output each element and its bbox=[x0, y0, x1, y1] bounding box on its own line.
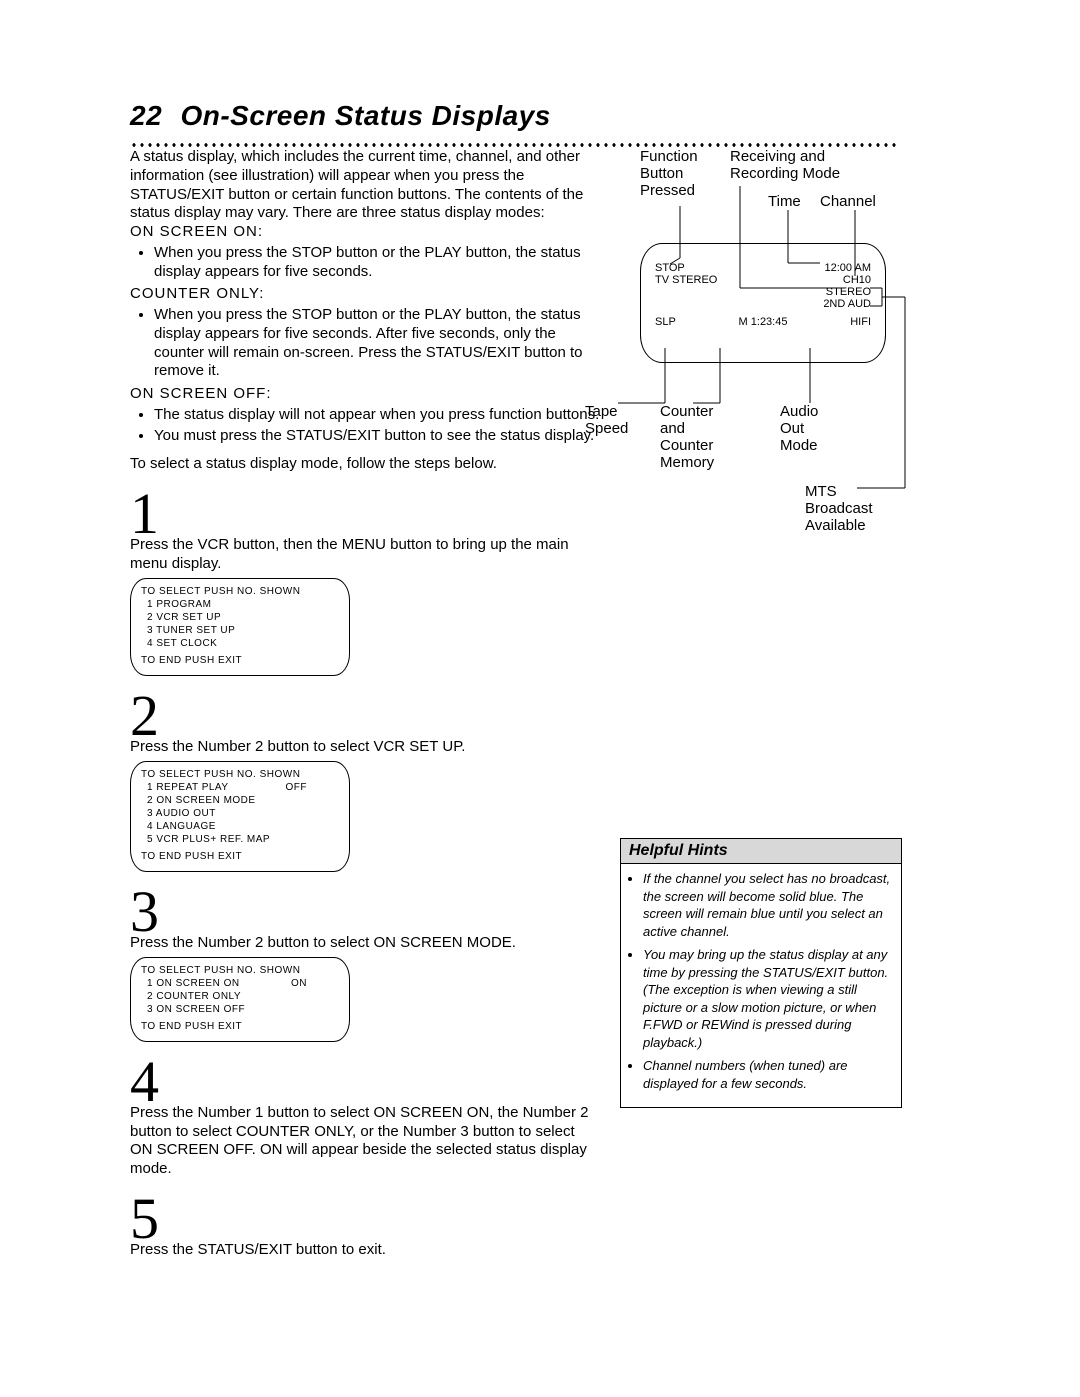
tvbox1-item: 2 VCR SET UP bbox=[147, 611, 341, 624]
tvbox1-end: TO END PUSH EXIT bbox=[141, 654, 341, 667]
mode-label-off: ON SCREEN OFF: bbox=[130, 385, 600, 404]
tvbox3-end: TO END PUSH EXIT bbox=[141, 1020, 341, 1033]
tvbox3-item: 3 ON SCREEN OFF bbox=[147, 1003, 341, 1016]
title-dot-rule bbox=[130, 138, 900, 148]
bullet-item: You must press the STATUS/EXIT button to… bbox=[154, 427, 600, 446]
tvbox3-items: 1 ON SCREEN ON ON 2 COUNTER ONLY 3 ON SCR… bbox=[141, 977, 341, 1016]
body-area: A status display, which includes the cur… bbox=[130, 148, 960, 1260]
tvbox3-item: 1 ON SCREEN ON ON bbox=[147, 977, 307, 990]
tvbox2-item: 4 LANGUAGE bbox=[147, 820, 341, 833]
tvbox2-items: 1 REPEAT PLAY OFF 2 ON SCREEN MODE 3 AUDI… bbox=[141, 781, 341, 846]
mode-on-bullets: When you press the STOP button or the PL… bbox=[130, 244, 600, 282]
left-column: A status display, which includes the cur… bbox=[130, 148, 600, 1260]
diagram-lines bbox=[610, 148, 930, 568]
mode-label-counter: COUNTER ONLY: bbox=[130, 285, 600, 304]
intro-text: A status display, which includes the cur… bbox=[130, 148, 600, 223]
tvbox2-item: 5 VCR PLUS+ REF. MAP bbox=[147, 833, 341, 846]
step-text-4: Press the Number 1 button to select ON S… bbox=[130, 1104, 600, 1179]
tvbox3-header: TO SELECT PUSH NO. SHOWN bbox=[141, 964, 341, 977]
helpful-hints-title: Helpful Hints bbox=[621, 839, 901, 864]
step-number-5: 5 bbox=[130, 1193, 600, 1245]
select-instruction: To select a status display mode, follow … bbox=[130, 455, 600, 474]
page: 22 On-Screen Status Displays A status di… bbox=[0, 0, 1080, 1397]
page-title: On-Screen Status Displays bbox=[180, 100, 550, 131]
hint-item: If the channel you select has no broadca… bbox=[643, 870, 891, 940]
tvbox2-item: 1 REPEAT PLAY OFF bbox=[147, 781, 307, 794]
tvbox2-item-l: 1 REPEAT PLAY bbox=[147, 781, 229, 794]
tvbox2-item-r: OFF bbox=[286, 781, 308, 794]
tvbox1-item: 4 SET CLOCK bbox=[147, 637, 341, 650]
tvbox3-item-r: ON bbox=[291, 977, 307, 990]
tvbox1-item: 1 PROGRAM bbox=[147, 598, 341, 611]
mode-counter-bullets: When you press the STOP button or the PL… bbox=[130, 306, 600, 381]
tv-menu-box-1: TO SELECT PUSH NO. SHOWN 1 PROGRAM 2 VCR… bbox=[130, 578, 350, 676]
helpful-hints-box: Helpful Hints If the channel you select … bbox=[620, 838, 902, 1108]
helpful-hints-list: If the channel you select has no broadca… bbox=[621, 864, 901, 1107]
page-title-row: 22 On-Screen Status Displays bbox=[130, 100, 960, 132]
tvbox2-header: TO SELECT PUSH NO. SHOWN bbox=[141, 768, 341, 781]
tvbox2-item: 2 ON SCREEN MODE bbox=[147, 794, 341, 807]
tvbox3-item: 2 COUNTER ONLY bbox=[147, 990, 341, 1003]
step-text-1: Press the VCR button, then the MENU butt… bbox=[130, 536, 600, 574]
hint-item: You may bring up the status display at a… bbox=[643, 946, 891, 1051]
status-diagram: Function Button Pressed Receiving and Re… bbox=[610, 148, 960, 568]
tvbox2-item: 3 AUDIO OUT bbox=[147, 807, 341, 820]
right-column: Function Button Pressed Receiving and Re… bbox=[610, 148, 960, 1260]
tvbox1-header: TO SELECT PUSH NO. SHOWN bbox=[141, 585, 341, 598]
tvbox1-items: 1 PROGRAM 2 VCR SET UP 3 TUNER SET UP 4 … bbox=[141, 598, 341, 650]
step-number-4: 4 bbox=[130, 1056, 600, 1108]
mode-off-bullets: The status display will not appear when … bbox=[130, 406, 600, 446]
page-number: 22 bbox=[130, 100, 162, 131]
step-number-3: 3 bbox=[130, 886, 600, 938]
tvbox1-item: 3 TUNER SET UP bbox=[147, 624, 341, 637]
step-number-1: 1 bbox=[130, 488, 600, 540]
step-text-2: Press the Number 2 button to select VCR … bbox=[130, 738, 600, 757]
step-number-2: 2 bbox=[130, 690, 600, 742]
bullet-item: The status display will not appear when … bbox=[154, 406, 600, 425]
tv-menu-box-3: TO SELECT PUSH NO. SHOWN 1 ON SCREEN ON O… bbox=[130, 957, 350, 1042]
mode-label-on: ON SCREEN ON: bbox=[130, 223, 600, 242]
tvbox2-end: TO END PUSH EXIT bbox=[141, 850, 341, 863]
step-text-3: Press the Number 2 button to select ON S… bbox=[130, 934, 600, 953]
bullet-item: When you press the STOP button or the PL… bbox=[154, 306, 600, 381]
tvbox3-item-l: 1 ON SCREEN ON bbox=[147, 977, 240, 990]
step-text-5: Press the STATUS/EXIT button to exit. bbox=[130, 1241, 600, 1260]
bullet-item: When you press the STOP button or the PL… bbox=[154, 244, 600, 282]
tv-menu-box-2: TO SELECT PUSH NO. SHOWN 1 REPEAT PLAY OF… bbox=[130, 761, 350, 872]
hint-item: Channel numbers (when tuned) are display… bbox=[643, 1057, 891, 1092]
